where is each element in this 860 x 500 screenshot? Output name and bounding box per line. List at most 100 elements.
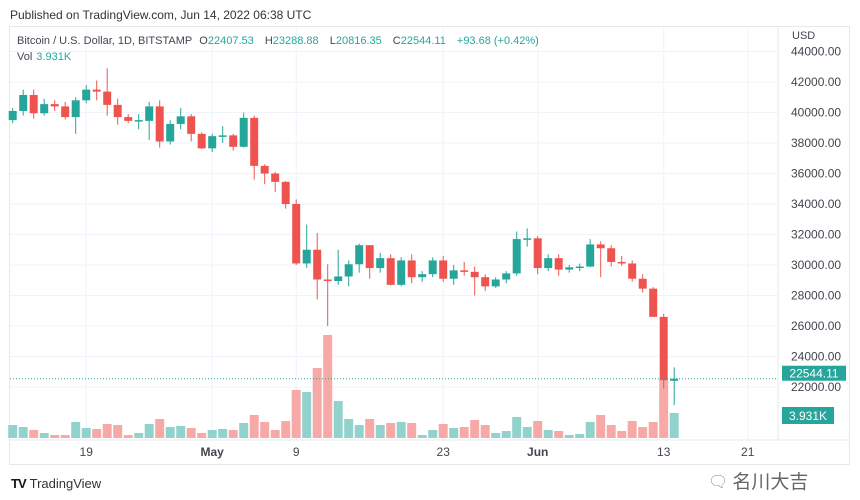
candle[interactable] — [92, 80, 101, 101]
time-tick-label: 9 — [293, 445, 300, 459]
volume-bar — [648, 421, 658, 438]
volume-bar — [29, 429, 39, 438]
candle[interactable] — [29, 89, 38, 119]
candle[interactable] — [565, 265, 574, 273]
candle[interactable] — [376, 252, 385, 273]
candle[interactable] — [71, 97, 80, 134]
candle[interactable] — [145, 101, 154, 140]
candle[interactable] — [428, 257, 437, 278]
candle[interactable] — [659, 313, 668, 389]
candle-body — [61, 106, 70, 118]
candle[interactable] — [208, 133, 217, 153]
candle[interactable] — [239, 112, 248, 148]
candle[interactable] — [439, 255, 448, 282]
candle[interactable] — [250, 115, 259, 180]
candle[interactable] — [586, 239, 595, 268]
candle[interactable] — [344, 260, 353, 287]
candle-body — [187, 116, 196, 134]
high-value: 23288.88 — [272, 35, 319, 47]
candle[interactable] — [218, 126, 227, 144]
tradingview-footer[interactable]: TV TradingView — [11, 476, 101, 491]
volume-bar — [617, 431, 627, 438]
candle[interactable] — [292, 199, 301, 266]
candle[interactable] — [260, 164, 269, 185]
candle[interactable] — [124, 114, 133, 124]
candle[interactable] — [334, 249, 343, 285]
volume-bar — [417, 435, 427, 438]
candle[interactable] — [229, 133, 238, 151]
candle-body — [166, 123, 175, 142]
candle[interactable] — [176, 107, 185, 130]
candle[interactable] — [103, 68, 112, 116]
volume-bar — [659, 379, 669, 438]
candle-body — [586, 244, 595, 267]
candle-body — [512, 239, 521, 274]
volume-bar — [459, 426, 469, 438]
candle[interactable] — [638, 274, 647, 293]
candle-body — [302, 249, 311, 264]
candle[interactable] — [61, 101, 70, 120]
candle[interactable] — [470, 266, 479, 296]
candle[interactable] — [355, 243, 364, 273]
candle[interactable] — [607, 245, 616, 267]
candle[interactable] — [407, 254, 416, 284]
candle[interactable] — [365, 245, 374, 279]
candle[interactable] — [50, 100, 59, 111]
candle-body — [134, 120, 143, 122]
candle[interactable] — [197, 132, 206, 150]
candle[interactable] — [302, 224, 311, 269]
candle-body — [355, 245, 364, 265]
price-axis[interactable]: 44000.00 42000.00 40000.00 38000.00 36000.00… — [791, 44, 841, 394]
candle-body — [428, 260, 437, 275]
candle[interactable] — [670, 367, 679, 406]
volume-bar — [575, 433, 585, 438]
watermark-text: 名川大吉 — [732, 472, 809, 493]
volume-bar — [491, 432, 501, 438]
candle[interactable] — [502, 271, 511, 284]
candle[interactable] — [649, 287, 658, 317]
candle[interactable] — [113, 98, 122, 125]
candle[interactable] — [271, 171, 280, 192]
volume-bar — [239, 422, 249, 438]
time-axis[interactable]: 19 May 9 23 Jun 13 21 — [80, 445, 755, 459]
change-value: +93.68 (+0.42%) — [456, 35, 539, 47]
candle[interactable] — [155, 100, 164, 148]
candle[interactable] — [575, 263, 584, 272]
candle[interactable] — [512, 231, 521, 276]
candle[interactable] — [40, 98, 49, 116]
candle[interactable] — [491, 277, 500, 288]
candle-body — [334, 276, 343, 282]
candle[interactable] — [323, 264, 332, 327]
candle[interactable] — [386, 254, 395, 286]
candle[interactable] — [8, 107, 17, 124]
candle[interactable] — [166, 120, 175, 145]
volume-bar — [354, 425, 364, 438]
published-caption: Published on TradingView.com, Jun 14, 20… — [10, 8, 312, 22]
candle-body — [554, 258, 563, 270]
candle[interactable] — [617, 255, 626, 266]
candle[interactable] — [523, 228, 532, 247]
volume-bar — [207, 429, 217, 438]
candle[interactable] — [460, 261, 469, 276]
candle[interactable] — [418, 271, 427, 282]
price-tick-label: 22000.00 — [791, 380, 841, 394]
candle[interactable] — [82, 85, 91, 104]
candle[interactable] — [628, 260, 637, 282]
symbol-title: Bitcoin / U.S. Dollar, 1D, BITSTAMP — [17, 35, 193, 47]
volume-bar — [228, 429, 238, 438]
candle[interactable] — [481, 274, 490, 291]
candle[interactable] — [596, 241, 605, 278]
candle[interactable] — [449, 265, 458, 285]
candle[interactable] — [281, 181, 290, 209]
candle-body — [145, 106, 154, 121]
candle[interactable] — [554, 254, 563, 276]
candle[interactable] — [397, 257, 406, 287]
candle[interactable] — [533, 236, 542, 275]
candle[interactable] — [187, 114, 196, 142]
candle[interactable] — [19, 89, 28, 116]
candle[interactable] — [134, 114, 143, 130]
candle[interactable] — [313, 232, 322, 300]
candle[interactable] — [544, 254, 553, 272]
volume-bar — [438, 424, 448, 438]
